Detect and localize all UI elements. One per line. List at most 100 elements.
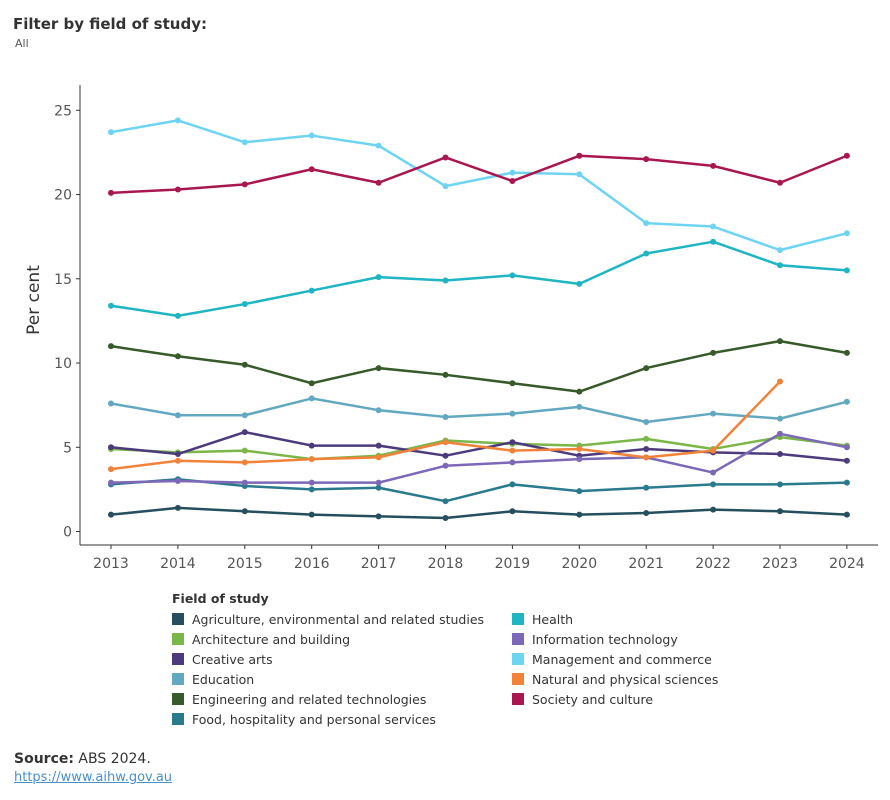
legend-item[interactable]: Architecture and building <box>172 629 512 649</box>
data-point <box>777 247 783 254</box>
legend-item[interactable]: Creative arts <box>172 649 512 669</box>
data-point <box>576 152 583 159</box>
data-point <box>174 457 181 464</box>
legend: Field of study Agriculture, environmenta… <box>172 591 732 729</box>
legend-item[interactable]: Education <box>172 669 512 689</box>
legend-swatch <box>172 713 184 725</box>
data-point <box>241 181 248 188</box>
data-point <box>442 515 449 522</box>
x-tick-label: 2017 <box>361 556 397 572</box>
data-point <box>777 179 783 186</box>
legend-label: Education <box>192 671 255 687</box>
series-8 <box>108 117 850 254</box>
y-tick-label: 15 <box>54 272 72 288</box>
data-point <box>108 466 114 473</box>
legend-item[interactable]: Natural and physical sciences <box>512 669 732 689</box>
data-point <box>174 312 181 319</box>
data-point <box>308 479 315 486</box>
data-point <box>174 504 181 511</box>
data-point <box>509 380 516 387</box>
legend-label: Agriculture, environmental and related s… <box>192 611 485 627</box>
series-line <box>110 430 848 462</box>
data-point <box>710 238 717 245</box>
data-point <box>241 429 248 436</box>
filter-title: Filter by field of study: <box>13 15 207 33</box>
legend-items: Agriculture, environmental and related s… <box>172 609 732 729</box>
data-point <box>442 371 449 378</box>
data-point <box>576 388 583 395</box>
data-point <box>241 479 248 486</box>
data-point <box>576 280 583 287</box>
data-point <box>241 412 248 419</box>
x-tick-label: 2023 <box>762 556 798 572</box>
legend-item[interactable]: Management and commerce <box>512 649 732 669</box>
data-point <box>108 511 114 518</box>
data-point <box>509 508 516 515</box>
data-point <box>509 169 516 176</box>
x-tick-label: 2024 <box>829 556 865 572</box>
legend-swatch <box>512 673 524 685</box>
legend-swatch <box>512 613 524 625</box>
series-line <box>110 435 848 461</box>
data-point <box>843 152 850 159</box>
filter-value[interactable]: All <box>15 37 29 50</box>
data-point <box>643 445 650 452</box>
data-point <box>241 301 248 308</box>
legend-item[interactable]: Food, hospitality and personal services <box>172 709 512 729</box>
legend-label: Natural and physical sciences <box>532 671 719 687</box>
legend-item[interactable]: Health <box>512 609 732 629</box>
data-point <box>710 410 717 417</box>
data-point <box>777 415 783 422</box>
data-point <box>108 479 114 486</box>
data-point <box>710 447 717 454</box>
legend-swatch <box>512 693 524 705</box>
legend-item[interactable]: Information technology <box>512 629 732 649</box>
data-point <box>308 486 315 493</box>
series-line <box>110 397 848 424</box>
data-point <box>710 349 717 356</box>
data-point <box>108 343 114 350</box>
series-line <box>110 432 848 484</box>
legend-item[interactable]: Engineering and related technologies <box>172 689 512 709</box>
data-point <box>777 481 783 488</box>
data-point <box>777 430 783 437</box>
data-point <box>509 481 516 488</box>
data-point <box>308 395 315 402</box>
y-tick-label: 25 <box>54 103 72 119</box>
data-point <box>643 365 650 372</box>
data-point <box>843 479 850 486</box>
series-line <box>110 119 848 252</box>
legend-item[interactable]: Society and culture <box>512 689 732 709</box>
legend-swatch <box>172 633 184 645</box>
data-point <box>375 142 382 149</box>
data-point <box>241 447 248 454</box>
series-line <box>110 478 847 503</box>
data-point <box>108 302 114 309</box>
series-2 <box>108 429 850 464</box>
legend-item[interactable]: Agriculture, environmental and related s… <box>172 609 512 629</box>
data-point <box>777 262 783 269</box>
y-tick-label: 5 <box>63 440 72 456</box>
data-point <box>241 361 248 368</box>
data-point <box>843 267 850 274</box>
data-point <box>375 407 382 414</box>
data-point <box>843 511 850 518</box>
series-line <box>110 154 848 195</box>
legend-title: Field of study <box>172 591 269 606</box>
data-point <box>375 454 382 461</box>
data-point <box>442 462 449 469</box>
legend-label: Society and culture <box>532 691 654 707</box>
data-point <box>241 459 248 466</box>
source-link[interactable]: https://www.aihw.gov.au <box>14 770 173 785</box>
x-tick-label: 2015 <box>227 556 263 572</box>
line-chart: 0 5 10 15 20 25 2013 2014 2015 2016 2017 2018 2019 20… <box>24 85 878 572</box>
series-line <box>110 339 848 393</box>
x-tick-label: 2021 <box>628 556 664 572</box>
series-9 <box>108 378 783 473</box>
data-point <box>442 154 449 161</box>
data-point <box>241 139 248 146</box>
series-3 <box>108 395 850 425</box>
data-point <box>108 189 114 196</box>
data-point <box>509 178 516 185</box>
data-point <box>643 484 650 491</box>
